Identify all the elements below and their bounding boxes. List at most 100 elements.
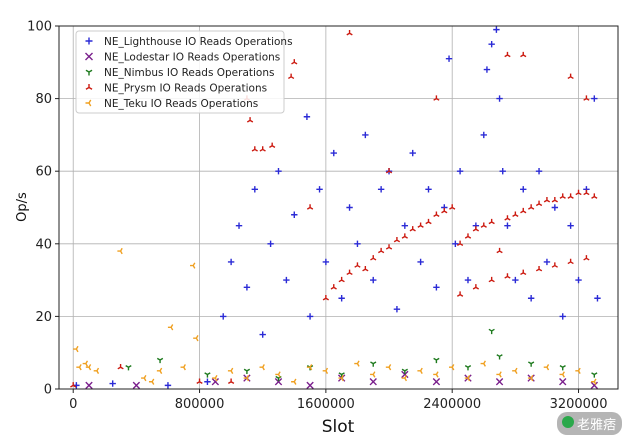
data-point	[512, 276, 519, 284]
data-point	[125, 365, 132, 371]
data-point	[527, 374, 534, 382]
data-point	[480, 131, 487, 139]
data-point	[456, 240, 464, 247]
data-point	[330, 149, 337, 157]
data-point	[259, 146, 266, 152]
x-tick-label: 3200000	[550, 397, 608, 412]
legend-marker	[85, 37, 93, 45]
data-point	[480, 222, 487, 228]
data-point	[401, 233, 408, 239]
data-point	[393, 305, 401, 313]
data-point	[425, 186, 432, 193]
data-point	[243, 368, 251, 375]
data-point	[445, 55, 453, 62]
legend-marker	[85, 52, 93, 61]
data-point	[85, 381, 93, 390]
data-point	[528, 361, 535, 367]
data-point	[512, 367, 518, 374]
data-point	[472, 284, 480, 290]
data-point	[227, 367, 234, 374]
legend-label: NE_Teku IO Reads Operations	[104, 98, 258, 110]
data-point	[306, 313, 314, 320]
data-point	[354, 262, 361, 268]
data-point	[378, 247, 385, 254]
legend-label: NE_Prysm IO Reads Operations	[104, 83, 267, 95]
data-point	[338, 374, 344, 382]
data-point	[535, 200, 543, 207]
data-point	[433, 371, 439, 378]
legend-label: NE_Lighthouse IO Reads Operations	[104, 36, 293, 48]
data-point	[316, 186, 323, 193]
data-point	[575, 367, 581, 374]
data-point	[401, 222, 409, 229]
watermark-text: 老雅痞	[576, 418, 616, 433]
data-point	[432, 378, 441, 386]
data-point	[409, 149, 416, 157]
data-point	[132, 381, 141, 390]
data-point	[449, 204, 456, 210]
data-point	[251, 186, 259, 193]
data-point	[464, 233, 472, 239]
data-point	[551, 204, 559, 211]
y-tick-label: 60	[35, 165, 52, 180]
data-point	[287, 73, 295, 80]
data-point	[401, 374, 408, 382]
data-point	[520, 186, 527, 193]
data-point	[591, 372, 598, 378]
data-point	[543, 258, 551, 266]
data-point	[559, 313, 566, 320]
data-point	[117, 364, 124, 370]
legend: NE_Lighthouse IO Reads Operations NE_Lode…	[75, 30, 293, 114]
data-point	[504, 222, 511, 229]
data-point	[346, 30, 353, 36]
data-point	[148, 378, 155, 385]
data-point	[512, 211, 519, 217]
data-point	[377, 186, 385, 193]
data-point	[291, 211, 298, 218]
data-point	[385, 244, 393, 250]
data-point	[567, 193, 574, 199]
data-point	[274, 378, 283, 386]
data-point	[167, 324, 174, 331]
data-point	[246, 117, 254, 123]
data-point	[543, 197, 551, 203]
legend-label: NE_Lodestar IO Reads Operations	[104, 52, 280, 64]
data-point	[488, 276, 495, 283]
data-point	[559, 378, 567, 386]
data-point	[567, 222, 574, 229]
data-point	[243, 284, 251, 291]
data-point	[433, 357, 440, 364]
data-point	[164, 382, 172, 389]
data-point	[275, 168, 282, 175]
data-point	[488, 328, 495, 335]
data-point	[93, 367, 100, 374]
x-tick-label: 800000	[175, 397, 225, 412]
data-point	[433, 284, 440, 291]
data-point	[452, 240, 459, 247]
data-point	[409, 226, 416, 232]
data-point	[76, 364, 82, 371]
data-point	[362, 131, 369, 139]
data-point	[559, 371, 565, 378]
data-point	[346, 204, 353, 211]
data-point	[354, 360, 360, 367]
data-point	[141, 374, 147, 382]
data-point	[535, 168, 543, 175]
data-point	[433, 211, 440, 217]
data-point	[464, 374, 471, 382]
data-point	[591, 378, 597, 385]
data-point	[504, 51, 511, 58]
data-point	[583, 189, 590, 196]
data-point	[393, 236, 401, 243]
data-point	[346, 269, 353, 276]
data-point	[575, 189, 582, 196]
data-point	[211, 378, 220, 386]
data-point	[117, 247, 123, 255]
data-point	[322, 258, 330, 266]
data-point	[193, 335, 199, 342]
data-point	[464, 365, 472, 371]
data-point	[425, 218, 432, 225]
y-tick-label: 100	[27, 20, 52, 35]
data-point	[338, 295, 345, 302]
